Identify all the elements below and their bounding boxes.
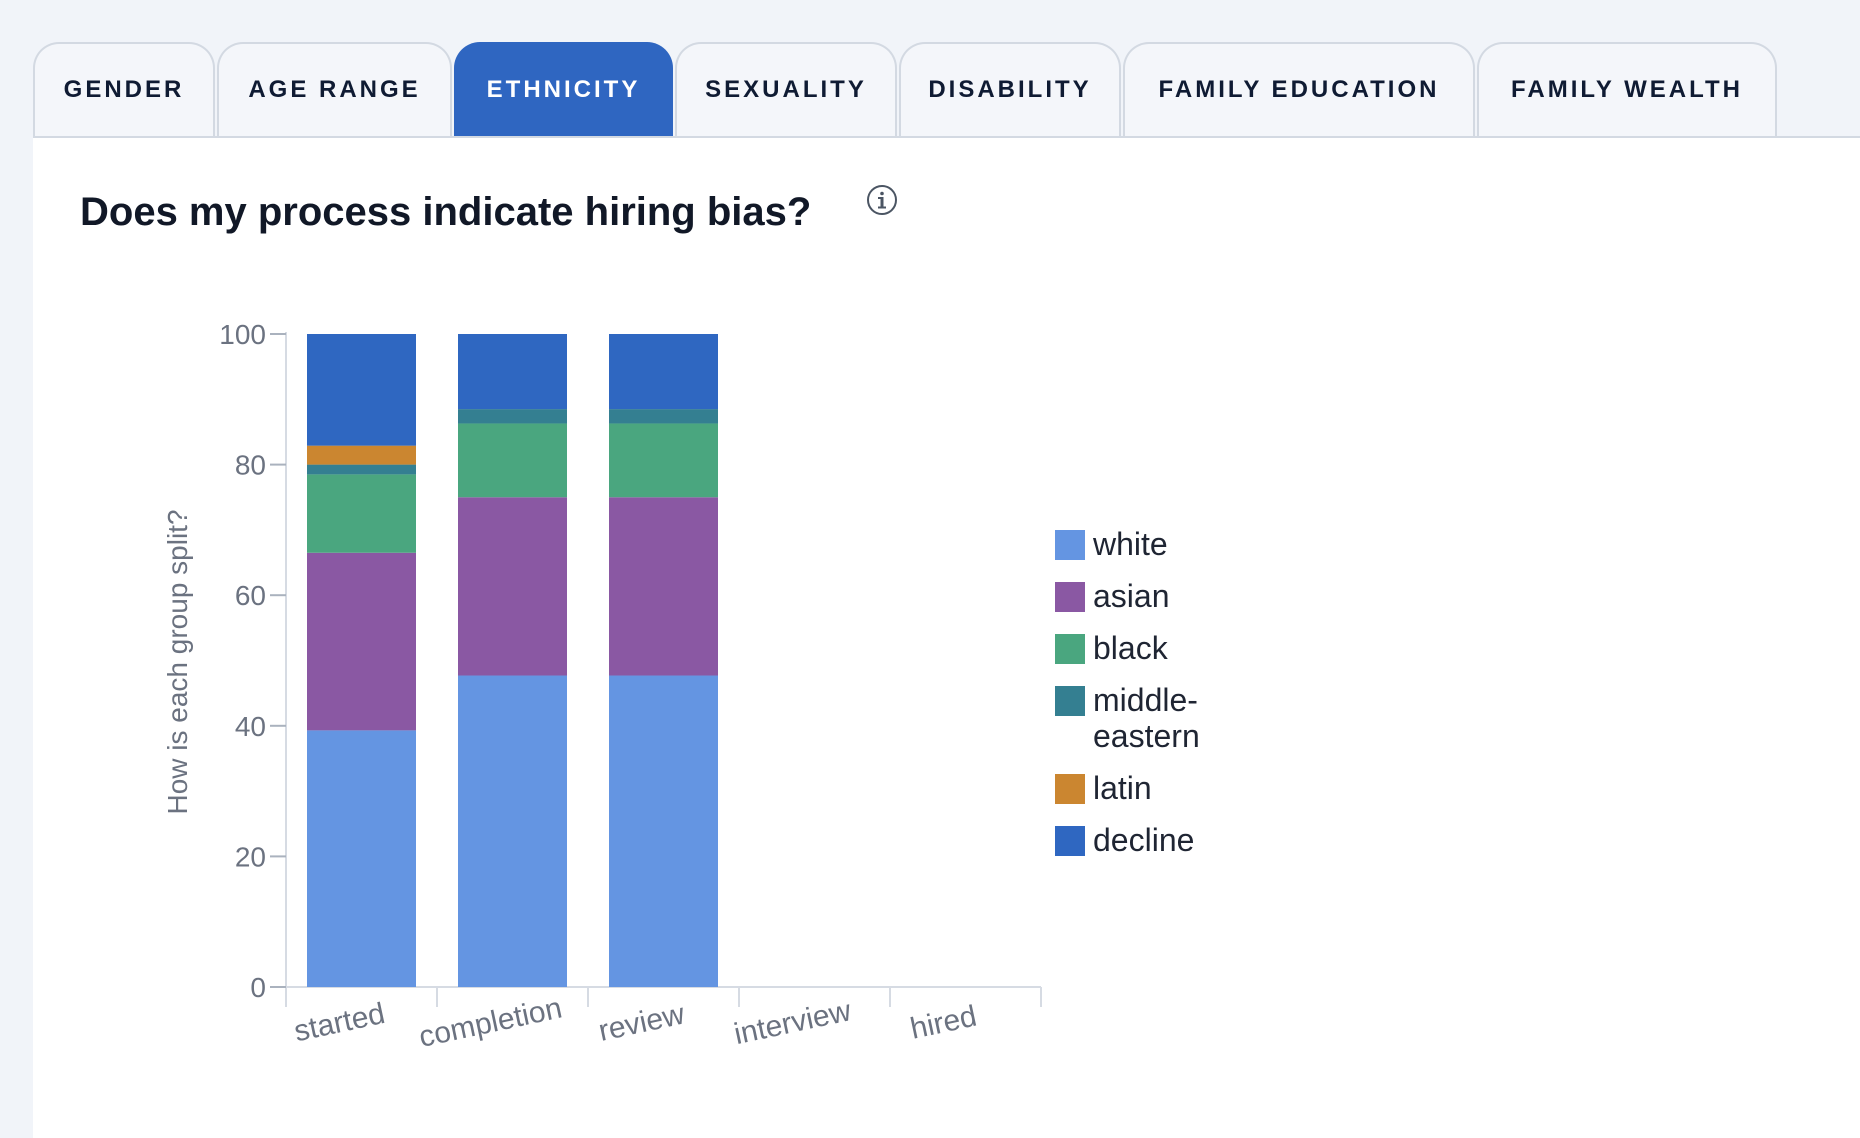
- bar-black-started: [307, 474, 416, 553]
- legend-item-white[interactable]: white: [1055, 526, 1233, 562]
- bar-asian-started: [307, 552, 416, 731]
- y-tick-label: 60: [235, 580, 266, 611]
- bar-white-started: [307, 730, 416, 987]
- bar-middle-eastern-started: [307, 464, 416, 475]
- bar-asian-completion: [458, 497, 567, 676]
- legend-label: asian: [1093, 578, 1170, 614]
- page-title: Does my process indicate hiring bias?: [80, 190, 812, 234]
- tab-gender[interactable]: GENDER: [33, 42, 215, 136]
- bar-middle-eastern-completion: [458, 409, 567, 424]
- legend-swatch: [1055, 774, 1085, 804]
- legend-label: decline: [1093, 822, 1195, 858]
- bar-white-completion: [458, 675, 567, 987]
- legend-label: latin: [1093, 770, 1152, 806]
- legend-item-black[interactable]: black: [1055, 630, 1233, 666]
- legend-swatch: [1055, 530, 1085, 560]
- bar-decline-started: [307, 334, 416, 446]
- tab-sexuality[interactable]: SEXUALITY: [675, 42, 897, 136]
- tab-family-education[interactable]: FAMILY EDUCATION: [1123, 42, 1475, 136]
- legend-item-decline[interactable]: decline: [1055, 822, 1233, 858]
- y-axis-label: How is each group split?: [162, 509, 193, 814]
- y-tick-label: 80: [235, 450, 266, 481]
- bar-middle-eastern-review: [609, 409, 718, 424]
- tab-age-range[interactable]: AGE RANGE: [217, 42, 452, 136]
- tab-family-wealth[interactable]: FAMILY WEALTH: [1477, 42, 1777, 136]
- legend-item-asian[interactable]: asian: [1055, 578, 1233, 614]
- x-tick-label-hired: hired: [907, 1000, 979, 1046]
- legend-label: black: [1093, 630, 1168, 666]
- legend-label: middle-eastern: [1093, 682, 1200, 754]
- legend-swatch: [1055, 582, 1085, 612]
- legend-item-latin[interactable]: latin: [1055, 770, 1233, 806]
- legend-swatch: [1055, 826, 1085, 856]
- tab-ethnicity[interactable]: ETHNICITY: [454, 42, 673, 136]
- bar-asian-review: [609, 497, 718, 676]
- y-tick-label: 20: [235, 841, 266, 872]
- bar-decline-completion: [458, 334, 567, 410]
- bar-decline-review: [609, 334, 718, 410]
- legend-swatch: [1055, 634, 1085, 664]
- bar-white-review: [609, 675, 718, 987]
- legend-label: white: [1093, 526, 1168, 562]
- tab-disability[interactable]: DISABILITY: [899, 42, 1121, 136]
- bar-latin-started: [307, 445, 416, 465]
- tab-bar: GENDER AGE RANGE ETHNICITY SEXUALITY DIS…: [33, 40, 1779, 136]
- y-tick-label: 100: [219, 319, 266, 350]
- info-circle-icon[interactable]: [866, 184, 898, 216]
- x-tick-label-interview: interview: [731, 994, 854, 1051]
- x-tick-label-review: review: [596, 997, 688, 1047]
- y-tick-label: 0: [250, 972, 266, 1003]
- bar-black-review: [609, 423, 718, 498]
- y-tick-label: 40: [235, 711, 266, 742]
- bar-black-completion: [458, 423, 567, 498]
- x-tick-label-started: started: [291, 997, 388, 1048]
- chart-legend: white asian black middle-eastern latin declin…: [1055, 526, 1233, 874]
- legend-item-middle-eastern[interactable]: middle-eastern: [1055, 682, 1233, 754]
- legend-swatch: [1055, 686, 1085, 716]
- x-tick-label-completion: completion: [416, 991, 565, 1053]
